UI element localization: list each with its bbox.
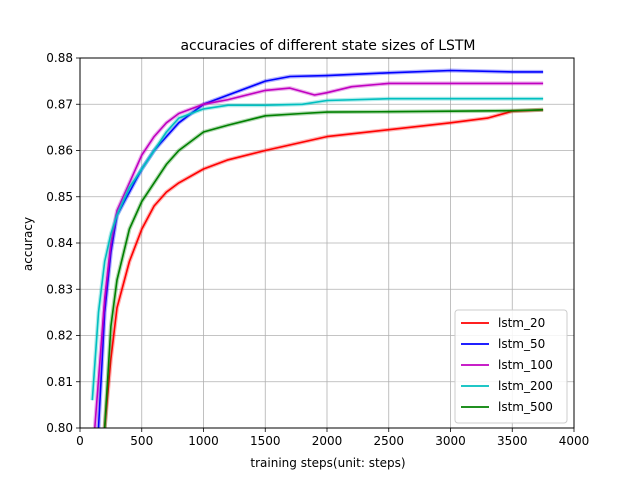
y-tick-label: 0.83: [46, 282, 73, 296]
x-tick-label: 0: [76, 434, 84, 448]
x-tick-label: 2500: [373, 434, 404, 448]
y-tick-label: 0.84: [46, 236, 73, 250]
y-tick-label: 0.86: [46, 144, 73, 158]
x-tick-label: 500: [130, 434, 153, 448]
x-tick-label: 1000: [188, 434, 219, 448]
y-tick-label: 0.87: [46, 97, 73, 111]
y-tick-label: 0.80: [46, 421, 73, 435]
x-axis-label: training steps(unit: steps): [250, 456, 405, 470]
x-tick-label: 2000: [312, 434, 343, 448]
x-tick-label: 4000: [559, 434, 590, 448]
legend: lstm_20 lstm_50 lstm_100 lstm_200 lstm_500: [454, 309, 568, 424]
y-tick-label: 0.85: [46, 190, 73, 204]
y-tick-label: 0.81: [46, 375, 73, 389]
series-line-lstm_500: [103, 109, 544, 429]
legend-label-lstm_100: lstm_100: [498, 358, 553, 372]
series-lines: [90, 68, 544, 429]
legend-label-lstm_50: lstm_50: [498, 337, 545, 351]
legend-label-lstm_20: lstm_20: [498, 316, 545, 330]
chart-title: accuracies of different state sizes of L…: [180, 38, 475, 54]
series-line-lstm_20: [103, 109, 544, 429]
y-tick-label: 0.88: [46, 51, 73, 65]
x-tick-label: 3500: [497, 434, 528, 448]
y-tick-label: 0.82: [46, 329, 73, 343]
legend-label-lstm_500: lstm_500: [498, 400, 553, 414]
x-tick-label: 1500: [250, 434, 281, 448]
series-line-lstm_100: [94, 82, 544, 429]
legend-label-lstm_200: lstm_200: [498, 379, 553, 393]
series-line-lstm_200: [91, 97, 544, 401]
axis-ticks: 0 500 1000 1500 2000 2500 3000 3500 4000 0.80 0.81…: [46, 51, 589, 448]
x-tick-label: 3000: [435, 434, 466, 448]
legend-box: [454, 309, 568, 424]
y-axis-label: accuracy: [21, 217, 35, 271]
